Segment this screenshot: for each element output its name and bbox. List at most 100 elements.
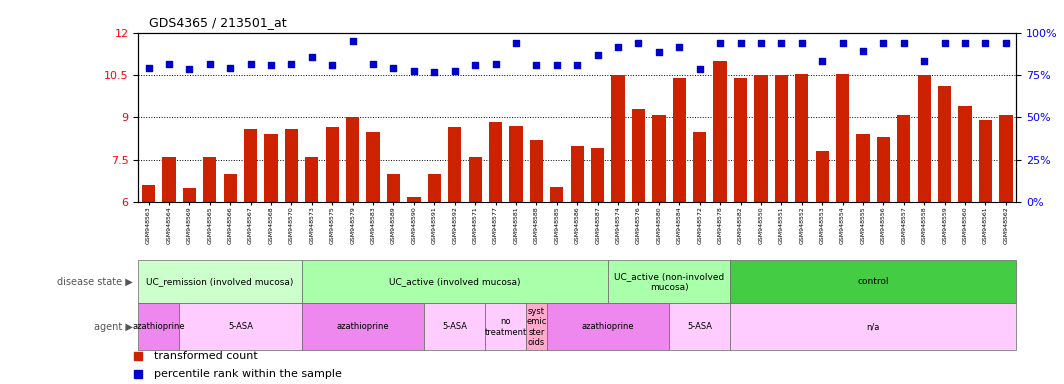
Point [263, 62, 280, 68]
Point [181, 66, 198, 73]
Bar [301, 303, 425, 350]
Point [854, 48, 871, 54]
Point [977, 40, 994, 46]
Bar [714, 61, 727, 202]
Point [528, 62, 545, 68]
Bar [485, 303, 527, 350]
Point [385, 65, 402, 71]
Bar [693, 132, 706, 202]
Bar [346, 118, 360, 202]
Text: azathioprine: azathioprine [132, 323, 185, 331]
Point [834, 40, 851, 46]
Bar [138, 260, 301, 303]
Point [630, 40, 647, 46]
Bar [570, 146, 584, 202]
Point [140, 65, 157, 71]
Point [752, 40, 769, 46]
Point [243, 61, 260, 67]
Point [201, 61, 218, 67]
Bar [612, 75, 625, 202]
Bar [669, 303, 730, 350]
Bar [179, 303, 301, 350]
Bar [836, 74, 849, 202]
Point [814, 58, 831, 64]
Point [487, 61, 504, 67]
Text: control: control [858, 277, 890, 286]
Bar [815, 151, 829, 202]
Bar [550, 187, 564, 202]
Bar [730, 260, 1016, 303]
Point [221, 65, 238, 71]
Bar [448, 127, 462, 202]
Bar [468, 157, 482, 202]
Bar [632, 109, 645, 202]
Point [610, 44, 627, 50]
Point [426, 69, 443, 75]
Point [692, 66, 709, 73]
Point [916, 58, 933, 64]
Bar [775, 75, 788, 202]
Bar [163, 157, 176, 202]
Text: azathioprine: azathioprine [582, 323, 634, 331]
Bar [183, 188, 196, 202]
Text: agent ▶: agent ▶ [94, 322, 133, 332]
Bar [795, 74, 809, 202]
Bar [387, 174, 400, 202]
Point [997, 40, 1014, 46]
Point [344, 38, 361, 44]
Point [732, 40, 749, 46]
Bar [408, 197, 420, 202]
Point [508, 40, 525, 46]
Bar [305, 157, 318, 202]
Bar [979, 120, 992, 202]
Point [650, 50, 667, 56]
Point [875, 40, 892, 46]
Bar [608, 260, 730, 303]
Bar [264, 134, 278, 202]
Text: UC_active (involved mucosa): UC_active (involved mucosa) [389, 277, 520, 286]
Point [446, 68, 463, 74]
Point [589, 52, 606, 58]
Bar [652, 114, 665, 202]
Point [936, 40, 953, 46]
Bar [999, 114, 1013, 202]
Bar [142, 185, 155, 202]
Bar [917, 75, 931, 202]
Point [772, 40, 789, 46]
Text: UC_active (non-involved
mucosa): UC_active (non-involved mucosa) [614, 272, 725, 291]
Point [161, 61, 178, 67]
Bar [428, 174, 440, 202]
Bar [138, 303, 179, 350]
Bar [730, 303, 1016, 350]
Text: UC_remission (involved mucosa): UC_remission (involved mucosa) [146, 277, 294, 286]
Bar [366, 132, 380, 202]
Point [303, 54, 320, 60]
Point [323, 62, 340, 68]
Bar [959, 106, 971, 202]
Bar [203, 157, 216, 202]
Point [548, 62, 565, 68]
Bar [425, 303, 485, 350]
Bar [489, 122, 502, 202]
Bar [527, 303, 547, 350]
Text: n/a: n/a [866, 323, 880, 331]
Text: 5-ASA: 5-ASA [687, 323, 712, 331]
Point [895, 40, 912, 46]
Bar [897, 114, 911, 202]
Text: percentile rank within the sample: percentile rank within the sample [154, 369, 343, 379]
Text: syst
emic
ster
oids: syst emic ster oids [527, 307, 547, 347]
Bar [301, 260, 608, 303]
Point [568, 62, 585, 68]
Bar [754, 75, 767, 202]
Bar [672, 78, 686, 202]
Text: transformed count: transformed count [154, 351, 259, 361]
Text: GDS4365 / 213501_at: GDS4365 / 213501_at [149, 16, 286, 29]
Bar [223, 174, 237, 202]
Text: 5-ASA: 5-ASA [443, 323, 467, 331]
Point [712, 40, 729, 46]
Point [794, 40, 811, 46]
Text: azathioprine: azathioprine [336, 323, 389, 331]
Point [957, 40, 974, 46]
Bar [591, 149, 604, 202]
Bar [734, 78, 747, 202]
